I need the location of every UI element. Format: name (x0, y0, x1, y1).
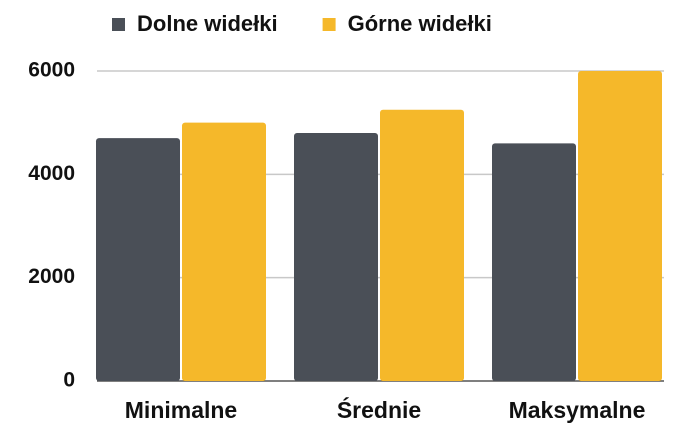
bar (96, 138, 180, 381)
bar (294, 133, 378, 381)
legend-label: Dolne widełki (137, 11, 278, 36)
legend-label: Górne widełki (348, 11, 492, 36)
x-tick-label: Średnie (337, 396, 421, 423)
bar (492, 143, 576, 381)
legend-swatch (112, 18, 125, 31)
y-tick-label: 2000 (28, 265, 75, 288)
x-tick-label: Maksymalne (509, 397, 646, 423)
y-tick-label: 0 (63, 369, 75, 392)
bar (182, 122, 266, 382)
x-tick-label: Minimalne (125, 397, 237, 423)
bar (380, 109, 464, 381)
bar (578, 71, 662, 381)
legend-swatch (322, 18, 336, 31)
y-tick-label: 6000 (28, 59, 75, 82)
y-tick-label: 4000 (28, 162, 75, 185)
